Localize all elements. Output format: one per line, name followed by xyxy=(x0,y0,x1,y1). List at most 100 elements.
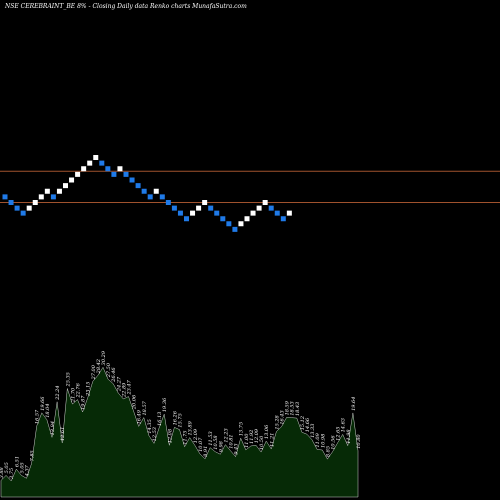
down-brick-4 xyxy=(20,210,26,216)
volume-label-25: 22.89 xyxy=(121,382,127,398)
volume-label-69: 11.98 xyxy=(346,429,352,443)
volume-label-20: 28.42 xyxy=(96,359,102,374)
volume-label-9: 19.66 xyxy=(40,396,46,411)
volume-label-5: 5.05 xyxy=(19,462,25,473)
up-brick-12 xyxy=(69,177,75,183)
volume-label-23: 26.46 xyxy=(111,367,117,383)
volume-label-60: 15.12 xyxy=(300,416,306,430)
up-brick-15 xyxy=(87,160,93,166)
down-brick-21 xyxy=(123,171,129,177)
down-brick-45 xyxy=(268,205,274,211)
volume-label-38: 13.89 xyxy=(188,420,194,435)
down-brick-17 xyxy=(99,160,105,166)
volume-label-55: 15.28 xyxy=(274,415,280,429)
volume-label-27: 20.06 xyxy=(132,394,138,410)
volume-label-22: 27.50 xyxy=(106,362,112,378)
volume-label-61: 14.66 xyxy=(305,417,311,432)
up-brick-7 xyxy=(38,194,44,200)
volume-area xyxy=(0,366,359,498)
down-brick-31 xyxy=(184,216,189,222)
volume-label-8: 16.57 xyxy=(35,409,41,424)
down-brick-47 xyxy=(280,216,286,222)
volume-label-31: 12.53 xyxy=(152,427,158,441)
up-brick-5 xyxy=(26,205,32,211)
down-brick-36 xyxy=(214,210,220,216)
volume-label-44: 9.98 xyxy=(218,441,224,452)
down-brick-30 xyxy=(177,210,183,216)
volume-label-30: 14.35 xyxy=(147,419,153,433)
down-brick-35 xyxy=(208,205,214,211)
up-brick-16 xyxy=(93,155,99,160)
volume-label-32: 16.13 xyxy=(157,412,163,426)
volume-label-56: 16.43 xyxy=(279,410,285,424)
volume-label-13: 12.61 xyxy=(60,427,66,441)
up-brick-42 xyxy=(250,210,256,216)
up-brick-41 xyxy=(244,216,250,222)
up-brick-33 xyxy=(196,205,202,211)
volume-label-70: 19.64 xyxy=(351,397,357,411)
volume-label-33: 19.36 xyxy=(162,397,168,412)
volume-label-4: 6.51 xyxy=(14,456,20,467)
down-brick-19 xyxy=(111,171,117,177)
up-brick-40 xyxy=(238,221,244,227)
volume-label-16: 22.76 xyxy=(75,382,81,398)
volume-label-58: 18.53 xyxy=(290,401,296,415)
down-brick-27 xyxy=(159,194,165,200)
up-brick-26 xyxy=(153,188,159,194)
volume-label-1: 3.88 xyxy=(0,467,5,478)
down-brick-24 xyxy=(141,188,147,194)
reference-lines xyxy=(0,170,500,203)
volume-label-35: 16.26 xyxy=(172,410,178,425)
down-brick-25 xyxy=(147,194,153,200)
volume-label-28: 16.49 xyxy=(137,409,143,424)
up-brick-34 xyxy=(202,200,208,205)
up-brick-13 xyxy=(75,171,81,177)
down-brick-2 xyxy=(8,200,14,205)
down-brick-3 xyxy=(14,205,20,211)
volume-label-46: 10.81 xyxy=(228,434,234,448)
down-brick-1 xyxy=(2,194,8,200)
volume-label-26: 23.47 xyxy=(126,379,132,395)
volume-label-65: 8.85 xyxy=(325,446,331,457)
volume-label-34: 12.08 xyxy=(167,429,173,443)
volume-label-40: 10.07 xyxy=(198,437,204,452)
up-brick-6 xyxy=(32,200,38,205)
down-brick-22 xyxy=(129,177,135,183)
volume-label-21: 30.29 xyxy=(101,350,107,365)
up-brick-44 xyxy=(262,200,268,205)
volume-label-42: 11.53 xyxy=(208,431,214,445)
volume-label-51: 12.09 xyxy=(254,428,260,443)
up-brick-43 xyxy=(256,205,262,211)
down-brick-29 xyxy=(171,205,177,211)
volume-label-67: 12.65 xyxy=(336,427,342,441)
volume-label-43: 10.58 xyxy=(213,435,219,449)
down-brick-46 xyxy=(274,210,280,216)
volume-label-71: 10.80 xyxy=(356,434,362,449)
volume-label-12: 22.24 xyxy=(55,385,61,400)
volume-label-48: 13.75 xyxy=(239,422,245,436)
volume-label-24: 24.27 xyxy=(116,376,122,392)
renko-bricks xyxy=(2,155,292,232)
down-brick-23 xyxy=(135,183,141,189)
up-brick-20 xyxy=(117,166,123,172)
volume-label-50: 11.92 xyxy=(249,430,255,444)
volume-label-64: 10.98 xyxy=(320,434,326,448)
volume-label-54: 11.21 xyxy=(269,433,275,447)
chart-title: NSE CEREBRAINT_BE 8% - Closing Daily dat… xyxy=(4,3,247,10)
up-brick-11 xyxy=(63,183,68,189)
volume-label-49: 11.00 xyxy=(244,433,250,448)
up-brick-10 xyxy=(56,188,62,194)
volume-label-6: 4.37 xyxy=(25,464,31,477)
volume-label-53: 13.06 xyxy=(264,424,270,439)
volume-label-52: 10.50 xyxy=(259,435,265,450)
volume-label-66: 10.56 xyxy=(331,435,337,450)
volume-label-19: 27.00 xyxy=(91,364,97,380)
volume-label-68: 14.63 xyxy=(341,418,347,432)
down-brick-39 xyxy=(232,226,238,232)
volume-label-37: 11.75 xyxy=(183,430,189,444)
volume-label-39: 12.09 xyxy=(193,428,199,443)
volume-label-63: 11.09 xyxy=(315,432,321,447)
volume-label-57: 18.59 xyxy=(285,400,291,415)
